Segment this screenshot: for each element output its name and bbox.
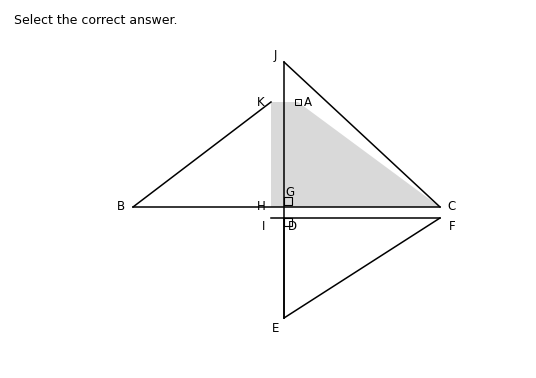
Text: B: B <box>117 200 125 214</box>
Text: K: K <box>257 96 265 108</box>
Text: Select the correct answer.: Select the correct answer. <box>14 14 177 27</box>
Text: F: F <box>449 220 455 232</box>
Text: E: E <box>272 322 280 335</box>
Text: A: A <box>304 96 312 108</box>
Text: D: D <box>287 220 296 232</box>
Bar <box>284 218 292 226</box>
Text: H: H <box>257 200 265 214</box>
Text: C: C <box>448 200 456 214</box>
Text: G: G <box>286 186 295 198</box>
Text: I: I <box>262 220 266 232</box>
Polygon shape <box>271 102 440 207</box>
Bar <box>284 197 292 205</box>
Text: J: J <box>273 50 277 62</box>
